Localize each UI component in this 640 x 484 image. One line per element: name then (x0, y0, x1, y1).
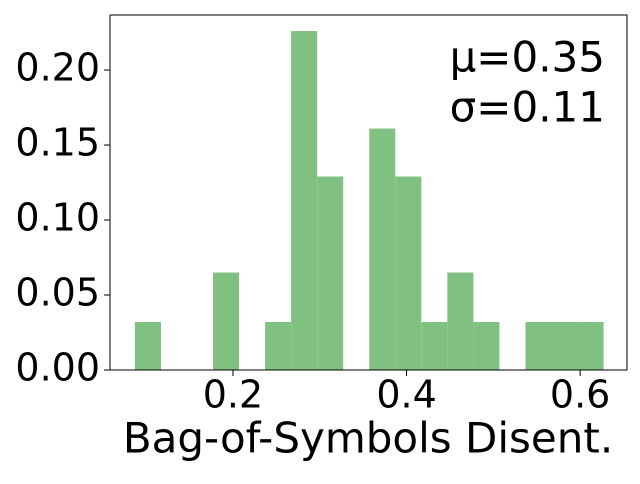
bar (421, 322, 448, 370)
x-tick-label: 0.2 (203, 373, 263, 417)
bar (265, 322, 292, 370)
y-tick-label: 0.20 (15, 46, 100, 90)
bar (213, 272, 240, 370)
x-axis-label: Bag-of-Symbols Disent. (123, 414, 613, 463)
x-tick-label: 0.4 (376, 373, 436, 417)
bar (473, 322, 500, 370)
bar (395, 176, 422, 370)
plot-frame (109, 14, 628, 371)
bar (291, 31, 318, 371)
x-tick-label: 0.6 (550, 373, 610, 417)
y-tick-label: 0.00 (15, 346, 100, 390)
bar (317, 176, 344, 370)
y-tick-label: 0.15 (15, 121, 100, 165)
annotation: σ=0.11 (450, 83, 605, 132)
bar (447, 272, 474, 370)
bar (525, 322, 552, 370)
y-tick-label: 0.05 (15, 271, 100, 315)
y-tick-label: 0.10 (15, 196, 100, 240)
bar (577, 322, 604, 370)
annotation: μ=0.35 (450, 33, 605, 82)
bar (369, 128, 396, 370)
bar (551, 322, 578, 370)
bar (134, 322, 161, 370)
